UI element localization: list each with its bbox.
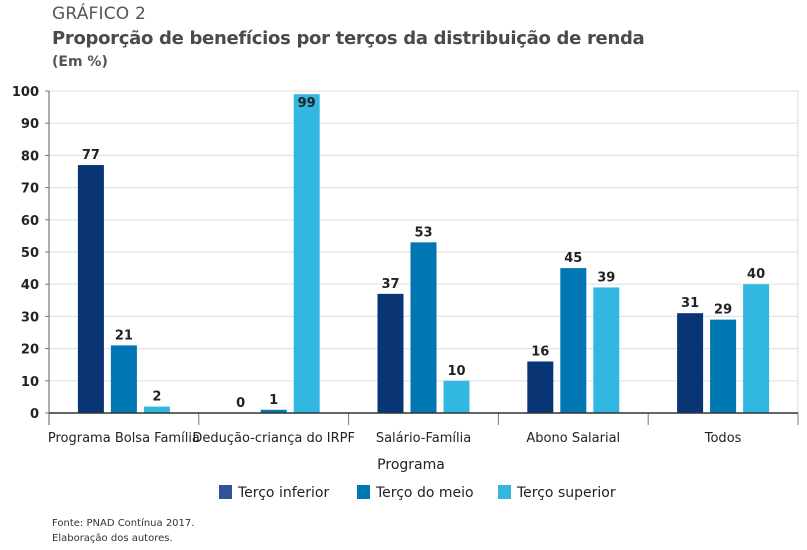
data-label: 99 (298, 96, 316, 111)
footnote-source: Fonte: PNAD Contínua 2017. (52, 518, 195, 529)
bar (77, 165, 104, 413)
legend-item: Terço do meio (357, 485, 474, 501)
chart-title: Proporção de benefícios por terços da di… (52, 28, 645, 49)
y-tick-label: 0 (30, 407, 39, 422)
legend-item: Terço superior (498, 485, 616, 501)
y-tick-label: 90 (21, 117, 39, 132)
legend-swatch (357, 485, 370, 499)
data-label: 45 (564, 251, 582, 266)
bar (710, 319, 737, 413)
bar (560, 268, 587, 413)
axes (48, 91, 799, 425)
x-category-label: Abono Salarial (526, 431, 620, 446)
data-label: 1 (269, 393, 278, 408)
legend-label: Terço do meio (375, 485, 474, 501)
y-tick-label: 10 (21, 375, 39, 390)
bars (77, 94, 770, 413)
bar (260, 409, 287, 413)
data-label: 16 (531, 344, 549, 359)
data-label: 37 (381, 277, 399, 292)
data-labels: 77 21 2 0 1 99 37 53 10 16 45 39 31 29 40 (82, 96, 765, 411)
x-category-label: Salário-Família (376, 431, 471, 446)
bar (293, 94, 320, 413)
y-tick-label: 30 (21, 310, 39, 325)
data-label: 0 (236, 396, 245, 411)
x-category-label: Programa Bolsa Família (48, 431, 200, 446)
bar (593, 287, 620, 413)
data-label: 2 (152, 390, 161, 405)
data-label: 53 (414, 225, 432, 240)
data-label: 39 (597, 270, 615, 285)
y-tick-label: 50 (21, 246, 39, 261)
bar (743, 284, 770, 413)
x-category-label: Todos (704, 431, 742, 446)
legend: Terço inferior Terço do meio Terço superio… (219, 485, 616, 501)
data-label: 10 (447, 364, 465, 379)
legend-label: Terço inferior (237, 485, 329, 501)
bar (110, 345, 137, 413)
bar (677, 313, 704, 413)
y-tick-label: 20 (21, 343, 39, 358)
y-tick-label: 60 (21, 214, 39, 229)
bar (377, 293, 404, 413)
legend-item: Terço inferior (219, 485, 329, 501)
chart-unit: (Em %) (52, 54, 108, 70)
data-label: 29 (714, 303, 732, 318)
footnote-credit: Elaboração dos autores. (52, 533, 173, 544)
x-axis-label: Programa (377, 457, 445, 473)
bar (143, 406, 170, 413)
data-label: 77 (82, 148, 100, 163)
y-tick-label: 70 (21, 182, 39, 197)
legend-label: Terço superior (516, 485, 616, 501)
legend-swatch (219, 485, 232, 499)
bar (410, 242, 437, 413)
bar (527, 361, 554, 413)
chart-label: GRÁFICO 2 (52, 4, 146, 24)
y-tick-label: 100 (12, 85, 39, 100)
x-category-label: Dedução-criança do IRPF (192, 431, 355, 446)
y-tick-label: 40 (21, 278, 39, 293)
y-tick-label: 80 (21, 149, 39, 164)
legend-swatch (498, 485, 511, 499)
data-label: 40 (747, 267, 765, 282)
data-label: 31 (681, 296, 699, 311)
data-label: 21 (115, 328, 133, 343)
bar (443, 380, 470, 413)
y-axis-ticks: 0 10 20 30 40 50 60 70 80 90 100 (12, 85, 49, 422)
